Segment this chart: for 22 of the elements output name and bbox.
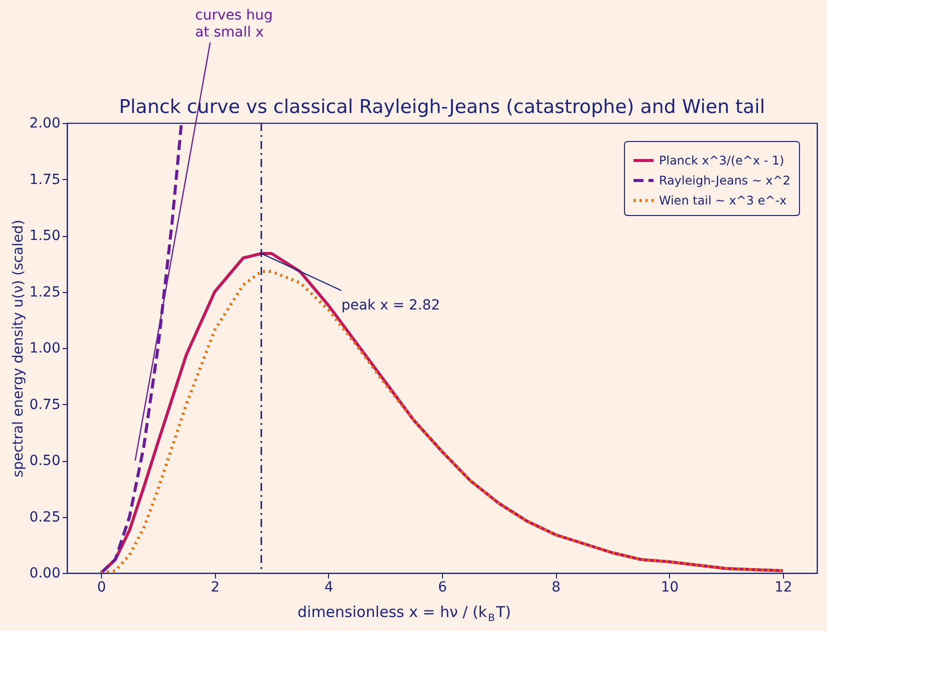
x-tick-label: 0	[97, 580, 106, 596]
x-tick-label: 6	[438, 580, 448, 596]
y-tick-label: 1.00	[29, 340, 60, 356]
x-tick-label: 8	[552, 580, 561, 596]
legend-label: Wien tail ~ x^3 e^-x	[659, 194, 787, 208]
x-tick-label: 2	[210, 580, 220, 596]
y-tick-label: 0.25	[29, 509, 60, 526]
y-tick-label: 1.75	[29, 172, 60, 188]
legend-label: Rayleigh-Jeans ~ x^2	[659, 174, 790, 188]
y-tick-label: 0.75	[29, 396, 60, 413]
x-tick-label: 4	[324, 580, 334, 596]
x-tick-label: 12	[774, 580, 792, 596]
y-tick-label: 1.25	[29, 284, 60, 300]
y-tick-label: 0.50	[29, 453, 60, 469]
y-axis-title: spectral energy density u(ν) (scaled)	[10, 220, 26, 478]
legend-label: Planck x^3/(e^x - 1)	[659, 154, 784, 168]
annotation: curves hug at small x	[195, 8, 273, 40]
y-tick-label: 0.00	[29, 566, 60, 582]
y-tick-label: 2.00	[29, 116, 60, 132]
x-tick-label: 10	[660, 580, 679, 596]
y-tick-label: 1.50	[29, 228, 60, 244]
annotation: peak x = 2.82	[341, 298, 440, 314]
